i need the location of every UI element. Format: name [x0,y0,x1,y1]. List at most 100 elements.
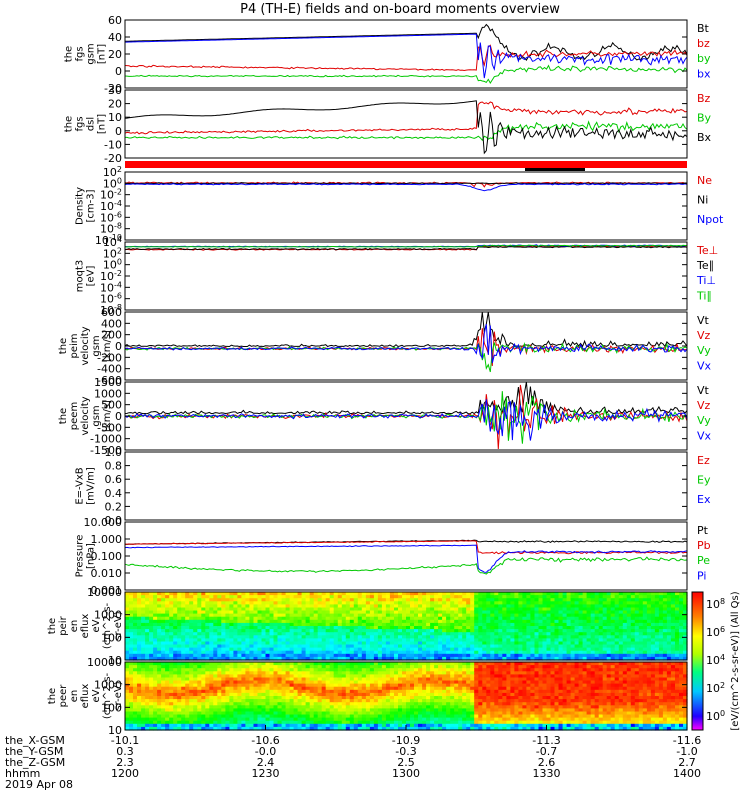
heatmap-cell [381,647,387,652]
heatmap-cell [241,674,246,679]
heatmap-cell [442,635,447,639]
heatmap-cell [538,629,544,633]
heatmap-cell [273,644,279,649]
heatmap-cell [277,705,283,709]
heatmap-cell [385,632,391,636]
heatmap-cell [349,702,355,706]
heatmap-cell [365,595,371,599]
heatmap-cell [185,632,190,636]
heatmap-cell [213,647,218,652]
heatmap-cell [385,683,391,688]
heatmap-cell [245,641,250,646]
heatmap-cell [269,601,275,605]
heatmap-cell [337,711,343,716]
heatmap-cell [418,629,423,633]
heatmap-cell [365,638,371,643]
heatmap-cell [185,689,190,694]
heatmap-cell [562,650,568,655]
y-tick-label: 0 [115,65,122,78]
heatmap-cell [333,595,339,599]
heatmap-cell [225,680,230,685]
heatmap-cell [221,653,226,658]
heatmap-cell [538,650,544,655]
heatmap-cell [410,723,415,728]
heatmap-cell [602,592,608,596]
heatmap-cell [454,629,459,633]
heatmap-cell [662,604,668,609]
heatmap-cell [498,629,503,633]
heatmap-cell [185,702,190,706]
heatmap-cell [197,726,202,731]
heatmap-cell [498,626,503,630]
heatmap-cell [502,656,507,661]
heatmap-cell [361,607,367,612]
heatmap-cell [329,607,335,612]
heatmap-cell [506,607,511,612]
heatmap-cell [141,641,146,646]
heatmap-cell [422,635,427,639]
heatmap-cell [161,683,166,688]
heatmap-cell [522,613,527,618]
heatmap-cell [293,705,299,709]
heatmap-cell [654,653,660,658]
heatmap-cell [345,629,351,633]
heatmap-cell [161,696,166,700]
heatmap-cell [301,683,307,688]
heatmap-cell [333,610,339,615]
heatmap-cell [133,720,138,725]
heatmap-cell [125,616,130,621]
heatmap-cell [133,696,138,700]
heatmap-cell [337,629,343,633]
heatmap-cell [490,592,495,596]
heatmap-cell [185,692,190,697]
heatmap-cell [281,689,287,694]
heatmap-cell [329,626,335,630]
heatmap-cell [289,726,295,731]
heatmap-cell [333,702,339,706]
heatmap-cell [482,650,487,655]
heatmap-cell [229,708,234,713]
heatmap-cell [237,598,242,602]
heatmap-cell [341,647,347,652]
heatmap-cell [670,601,676,605]
heatmap-cell [562,598,568,602]
heatmap-cell [305,699,311,703]
heatmap-cell [125,598,130,602]
heatmap-cell [398,705,403,709]
heatmap-cell [305,638,311,643]
heatmap-cell [133,656,138,661]
heatmap-cell [638,632,644,636]
heatmap-cell [646,613,652,618]
heatmap-cell [574,601,580,605]
heatmap-cell [345,699,351,703]
heatmap-cell [133,598,138,602]
heatmap-cell [313,644,319,649]
heatmap-cell [578,629,584,633]
heatmap-cell [321,692,327,697]
heatmap-cell [269,598,275,602]
heatmap-cell [670,607,676,612]
heatmap-cell [209,683,214,688]
heatmap-cell [153,696,158,700]
heatmap-cell [257,705,263,709]
heatmap-cell [369,635,375,639]
heatmap-cell [594,598,600,602]
heatmap-cell [245,720,250,725]
heatmap-cell [530,613,535,618]
heatmap-cell [462,604,467,609]
heatmap-cell [173,683,178,688]
heatmap-cell [173,677,178,682]
heatmap-cell [185,671,190,675]
heatmap-cell [634,613,640,618]
heatmap-cell [522,626,527,630]
heatmap-cell [490,613,495,618]
heatmap-cell [530,598,535,602]
heatmap-cell [265,692,271,697]
heatmap-cell [666,629,672,633]
heatmap-cell [357,619,363,624]
heatmap-cell [679,616,684,621]
y-tick-label: 102 [103,246,122,260]
heatmap-cell [422,680,427,685]
heatmap-cell [153,720,158,725]
heatmap-cell [341,671,347,675]
